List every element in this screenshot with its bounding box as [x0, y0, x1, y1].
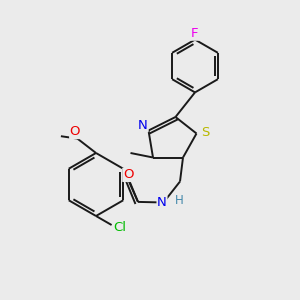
Text: H: H [175, 194, 184, 207]
Text: N: N [138, 118, 148, 132]
Text: F: F [191, 27, 199, 40]
Text: O: O [123, 168, 134, 182]
Text: O: O [70, 125, 80, 139]
Text: S: S [201, 125, 209, 139]
Text: N: N [157, 196, 167, 209]
Text: Cl: Cl [113, 221, 127, 234]
